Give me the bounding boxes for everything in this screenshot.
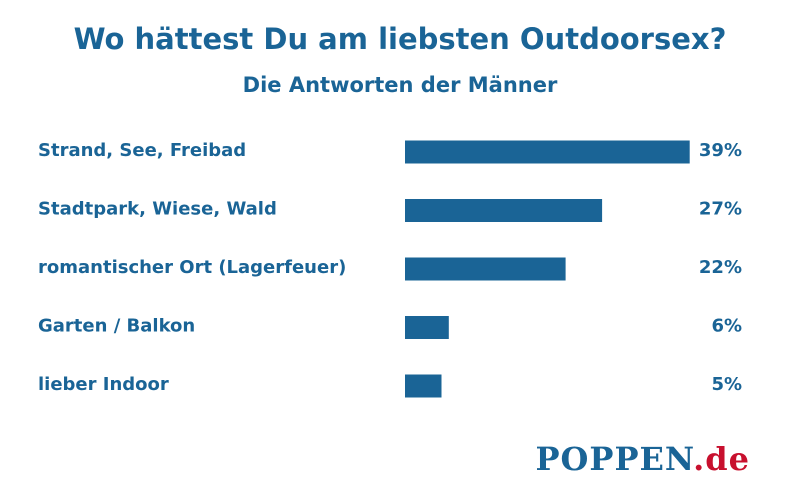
logo-tld: .de bbox=[693, 440, 750, 478]
logo-brand: POPPEN bbox=[535, 440, 694, 478]
value-label: 22% bbox=[699, 257, 742, 278]
value-label: 39% bbox=[699, 140, 742, 161]
value-label: 27% bbox=[699, 199, 742, 220]
category-label: romantischer Ort (Lagerfeuer) bbox=[38, 257, 346, 278]
category-label: lieber Indoor bbox=[38, 374, 169, 395]
category-label: Stadtpark, Wiese, Wald bbox=[38, 199, 277, 220]
bar bbox=[405, 374, 442, 398]
chart-title: Wo hättest Du am liebsten Outdoorsex? bbox=[73, 22, 727, 56]
value-label: 6% bbox=[711, 316, 742, 337]
chart-subtitle: Die Antworten der Männer bbox=[242, 73, 558, 97]
category-label: Garten / Balkon bbox=[38, 316, 195, 337]
bar bbox=[405, 199, 603, 222]
poppen-logo: POPPEN.de bbox=[535, 440, 750, 478]
value-label: 5% bbox=[711, 374, 742, 395]
bar bbox=[405, 140, 690, 164]
category-label: Strand, See, Freibad bbox=[38, 140, 246, 161]
bar bbox=[405, 316, 449, 339]
bar bbox=[405, 257, 566, 281]
